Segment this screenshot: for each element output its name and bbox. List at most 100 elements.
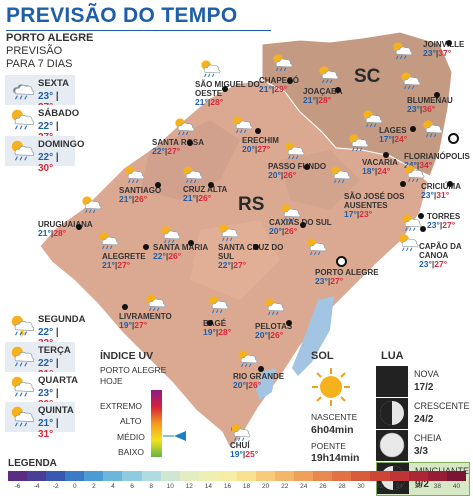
sun-icon — [312, 368, 350, 406]
day-row: DOMINGO 22° | 30° — [5, 136, 84, 174]
day-temps: 21° | 31° — [38, 418, 59, 440]
uv-level-baixo: BAIXO — [118, 447, 144, 457]
legend-swatch — [8, 471, 28, 481]
city-marker — [143, 244, 149, 250]
city-name: SÃO MIGUEL DO OESTE — [195, 80, 260, 98]
city-temps: 20°|27° — [242, 144, 271, 154]
min-temp: 22° — [38, 358, 54, 369]
city-temps: 21°|28° — [303, 95, 332, 105]
min-temp: 22° — [38, 327, 54, 338]
max-temp: 25° — [245, 449, 259, 459]
moon-phase-date: 9/2 — [415, 479, 429, 490]
legend-swatch — [427, 471, 447, 481]
sun-cloud-rain-icon — [396, 232, 420, 254]
city-name: BLUMENAU — [407, 96, 453, 105]
city-name: SANTA ROSA — [152, 138, 204, 147]
max-temp: 26° — [283, 170, 297, 180]
city-marker — [300, 222, 306, 228]
city-temps: 23°|37° — [423, 48, 452, 58]
legend-tick: 0 — [72, 483, 77, 490]
max-temp: 24° — [394, 134, 408, 144]
moon-icon — [379, 432, 405, 458]
city-label: LAGES 17°|24° — [379, 126, 407, 144]
sun-cloud-rain-icon — [8, 138, 36, 164]
sun-cloud-rain-icon — [198, 58, 222, 80]
legend-tick: 4 — [111, 483, 115, 490]
city-temps: 22°|26° — [153, 251, 182, 261]
sun-cloud-rain-icon — [79, 194, 103, 216]
max-temp: 26° — [198, 193, 212, 203]
city-name: CHUÍ — [230, 441, 250, 450]
min-temp: 20° — [269, 226, 282, 236]
city-label: SÃO JOSÉ DOS AUSENTES 17°|23° — [344, 192, 424, 219]
city-name: FLORIANÓPOLIS — [404, 152, 470, 161]
city-label: LIVRAMENTO 19°|27° — [119, 312, 172, 330]
sun-cloud-rain-icon — [278, 202, 302, 224]
moon-phase-name: CRESCENTE — [414, 401, 470, 411]
city-marker — [383, 152, 389, 158]
moon-icon-box — [376, 366, 408, 397]
city-name: BAGÉ — [203, 319, 227, 328]
title-rule — [6, 30, 271, 31]
sun-cloud-rain-icon — [390, 40, 414, 62]
sun-cloud-rain-icon — [402, 163, 426, 185]
uv-scale — [151, 390, 186, 457]
uv-sub2: HOJE — [100, 376, 123, 386]
city-label: JOAÇABA 21°|28° — [303, 87, 343, 105]
legend-color-bar — [8, 471, 466, 481]
min-temp: 21° — [119, 194, 132, 204]
sun-cloud-rain-icon — [230, 114, 254, 136]
city-label: PORTO ALEGRE 23°|27° — [315, 268, 379, 286]
legend-tick: 28 — [338, 483, 346, 490]
max-temp: 27° — [330, 276, 344, 286]
city-name: SÃO JOSÉ DOS AUSENTES — [344, 192, 405, 210]
city-label: URUGUAIANA 21°|28° — [38, 220, 93, 238]
legend-swatch — [351, 471, 371, 481]
min-temp: 21° — [38, 228, 51, 238]
city-name: SANTIAGO — [119, 186, 162, 195]
min-temp: 23° — [421, 190, 434, 200]
min-temp: 21° — [183, 193, 196, 203]
legend-tick: 18 — [242, 483, 251, 490]
min-temp: 21° — [259, 84, 272, 94]
moon-icon — [380, 401, 404, 425]
city-label: VACARIA 18°|24° — [362, 158, 398, 176]
sun-cloud-rain-icon — [328, 164, 352, 186]
city-temps: 21°|26° — [119, 194, 148, 204]
uv-sub1: PORTO ALEGRE — [100, 365, 167, 375]
legend-swatch — [46, 471, 66, 481]
legend-tick: 34 — [395, 483, 403, 490]
city-name: ERECHIM — [242, 136, 279, 145]
uv-title: ÍNDICE UV — [100, 350, 154, 362]
city-label: ALEGRETE 21°|27° — [102, 252, 146, 270]
max-temp: 37° — [438, 48, 452, 58]
sun-cloud-rain-icon — [8, 404, 36, 430]
legend-tick: 24 — [300, 483, 308, 490]
city-temps: 21°|27° — [102, 260, 131, 270]
city-name: SANTA CRUZ DO SUL — [218, 243, 284, 261]
city-name: PORTO ALEGRE — [315, 268, 379, 277]
legend-swatch — [198, 471, 218, 481]
city-name: RIO GRANDE — [233, 372, 285, 381]
city-marker — [420, 226, 426, 232]
min-temp: 23° — [315, 276, 328, 286]
moon-phase-date: 24/2 — [414, 414, 434, 425]
city-temps: 19°|25° — [230, 449, 259, 459]
max-temp: 27° — [167, 146, 181, 156]
legend-swatch — [236, 471, 257, 481]
moon-phase-date: 3/3 — [414, 446, 428, 457]
uv-pointer — [174, 431, 186, 441]
legend-tick: -2 — [52, 483, 59, 490]
day-name: SEGUNDA — [38, 314, 86, 325]
city-marker — [304, 164, 310, 170]
city-name: LIVRAMENTO — [119, 312, 172, 321]
legend-swatch — [27, 471, 47, 481]
city-marker — [207, 320, 213, 326]
max-temp: 26° — [168, 251, 182, 261]
city-temps: 23°|27° — [315, 276, 344, 286]
day-name: TERÇA — [38, 345, 71, 356]
legend-tick: 2 — [92, 483, 96, 490]
max-temp: 28° — [210, 97, 224, 107]
